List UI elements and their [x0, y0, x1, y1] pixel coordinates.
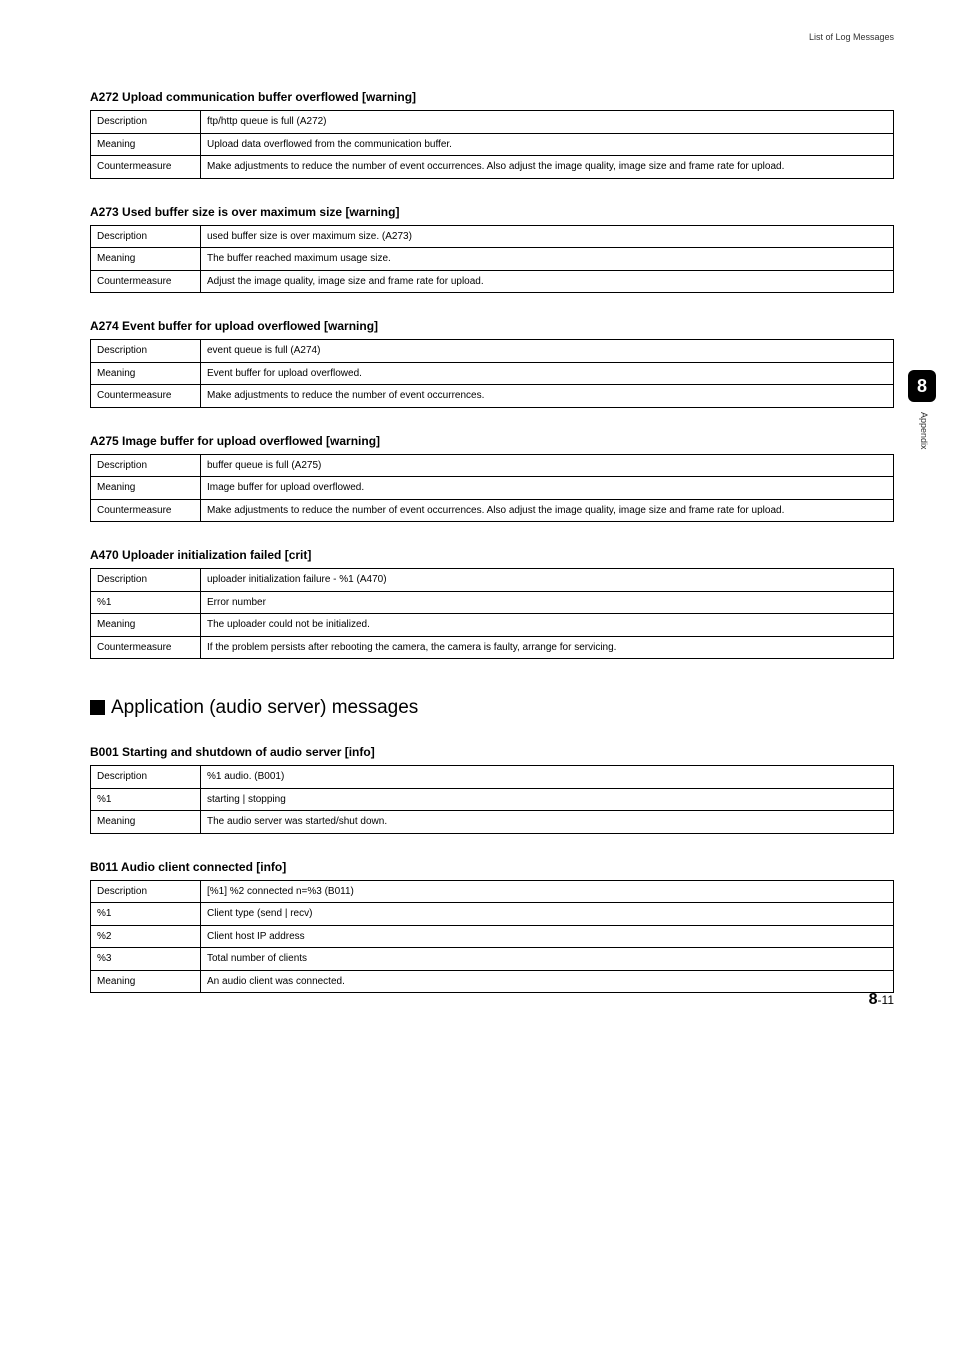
table-row: Descriptionbuffer queue is full (A275)	[91, 454, 894, 477]
row-val: If the problem persists after rebooting …	[201, 636, 894, 659]
row-key: Meaning	[91, 133, 201, 156]
table-row: MeaningEvent buffer for upload overflowe…	[91, 362, 894, 385]
section-heading: A470 Uploader initialization failed [cri…	[90, 548, 894, 562]
table-row: CountermeasureMake adjustments to reduce…	[91, 385, 894, 408]
section-heading: A274 Event buffer for upload overflowed …	[90, 319, 894, 333]
page-suffix: -11	[878, 993, 894, 1007]
row-val: Adjust the image quality, image size and…	[201, 270, 894, 293]
table-row: Description[%1] %2 connected n=%3 (B011)	[91, 880, 894, 903]
table-row: MeaningAn audio client was connected.	[91, 970, 894, 993]
table-a470: Descriptionuploader initialization failu…	[90, 568, 894, 659]
row-key: Meaning	[91, 614, 201, 637]
section-heading: A272 Upload communication buffer overflo…	[90, 90, 894, 104]
row-val: Upload data overflowed from the communic…	[201, 133, 894, 156]
table-row: MeaningThe buffer reached maximum usage …	[91, 248, 894, 271]
row-val: Total number of clients	[201, 948, 894, 971]
section-heading: A275 Image buffer for upload overflowed …	[90, 434, 894, 448]
table-row: %1Error number	[91, 591, 894, 614]
row-val: Client host IP address	[201, 925, 894, 948]
row-key: %1	[91, 591, 201, 614]
row-val: ftp/http queue is full (A272)	[201, 111, 894, 134]
table-a275: Descriptionbuffer queue is full (A275) M…	[90, 454, 894, 523]
application-heading: Application (audio server) messages	[90, 697, 894, 719]
table-row: MeaningThe audio server was started/shut…	[91, 811, 894, 834]
row-key: Description	[91, 454, 201, 477]
row-val: %1 audio. (B001)	[201, 766, 894, 789]
row-val: The buffer reached maximum usage size.	[201, 248, 894, 271]
row-key: Description	[91, 880, 201, 903]
table-row: CountermeasureMake adjustments to reduce…	[91, 499, 894, 522]
table-row: MeaningImage buffer for upload overflowe…	[91, 477, 894, 500]
table-row: CountermeasureIf the problem persists af…	[91, 636, 894, 659]
row-val: The uploader could not be initialized.	[201, 614, 894, 637]
table-row: %1Client type (send | recv)	[91, 903, 894, 926]
table-a274: Descriptionevent queue is full (A274) Me…	[90, 339, 894, 408]
table-row: MeaningThe uploader could not be initial…	[91, 614, 894, 637]
table-row: Descriptionused buffer size is over maxi…	[91, 225, 894, 248]
table-a272: Descriptionftp/http queue is full (A272)…	[90, 110, 894, 179]
table-row: Descriptionftp/http queue is full (A272)	[91, 111, 894, 134]
row-key: Countermeasure	[91, 499, 201, 522]
row-key: Countermeasure	[91, 270, 201, 293]
table-b001: Description%1 audio. (B001) %1starting |…	[90, 765, 894, 834]
table-row: Description%1 audio. (B001)	[91, 766, 894, 789]
row-val: starting | stopping	[201, 788, 894, 811]
table-row: MeaningUpload data overflowed from the c…	[91, 133, 894, 156]
row-val: Make adjustments to reduce the number of…	[201, 156, 894, 179]
row-key: Meaning	[91, 477, 201, 500]
table-row: %3Total number of clients	[91, 948, 894, 971]
row-key: Meaning	[91, 362, 201, 385]
square-icon	[90, 700, 105, 715]
page-number: 8-11	[869, 991, 894, 1009]
row-key: %3	[91, 948, 201, 971]
row-key: Description	[91, 225, 201, 248]
table-a273: Descriptionused buffer size is over maxi…	[90, 225, 894, 294]
row-key: Description	[91, 569, 201, 592]
row-key: Description	[91, 766, 201, 789]
page-chapter: 8	[869, 991, 878, 1008]
row-key: Meaning	[91, 811, 201, 834]
row-key: %1	[91, 788, 201, 811]
table-b011: Description[%1] %2 connected n=%3 (B011)…	[90, 880, 894, 994]
row-key: %1	[91, 903, 201, 926]
row-key: Meaning	[91, 248, 201, 271]
chapter-tab: 8	[908, 370, 936, 402]
row-val: Error number	[201, 591, 894, 614]
row-key: %2	[91, 925, 201, 948]
row-key: Countermeasure	[91, 636, 201, 659]
table-row: Descriptionevent queue is full (A274)	[91, 340, 894, 363]
row-val: used buffer size is over maximum size. (…	[201, 225, 894, 248]
table-row: %2Client host IP address	[91, 925, 894, 948]
row-key: Description	[91, 340, 201, 363]
row-val: The audio server was started/shut down.	[201, 811, 894, 834]
row-val: Make adjustments to reduce the number of…	[201, 499, 894, 522]
section-heading: B011 Audio client connected [info]	[90, 860, 894, 874]
row-val: [%1] %2 connected n=%3 (B011)	[201, 880, 894, 903]
row-val: event queue is full (A274)	[201, 340, 894, 363]
chapter-tab-label: Appendix	[919, 412, 929, 450]
application-heading-text: Application (audio server) messages	[111, 697, 418, 718]
row-key: Meaning	[91, 970, 201, 993]
table-row: CountermeasureAdjust the image quality, …	[91, 270, 894, 293]
row-val: Client type (send | recv)	[201, 903, 894, 926]
row-val: Event buffer for upload overflowed.	[201, 362, 894, 385]
table-row: %1starting | stopping	[91, 788, 894, 811]
section-heading: B001 Starting and shutdown of audio serv…	[90, 745, 894, 759]
row-key: Countermeasure	[91, 156, 201, 179]
header-section-label: List of Log Messages	[809, 32, 894, 42]
table-row: CountermeasureMake adjustments to reduce…	[91, 156, 894, 179]
row-val: uploader initialization failure - %1 (A4…	[201, 569, 894, 592]
row-val: An audio client was connected.	[201, 970, 894, 993]
section-heading: A273 Used buffer size is over maximum si…	[90, 205, 894, 219]
table-row: Descriptionuploader initialization failu…	[91, 569, 894, 592]
row-key: Description	[91, 111, 201, 134]
row-val: Make adjustments to reduce the number of…	[201, 385, 894, 408]
row-val: buffer queue is full (A275)	[201, 454, 894, 477]
row-key: Countermeasure	[91, 385, 201, 408]
row-val: Image buffer for upload overflowed.	[201, 477, 894, 500]
